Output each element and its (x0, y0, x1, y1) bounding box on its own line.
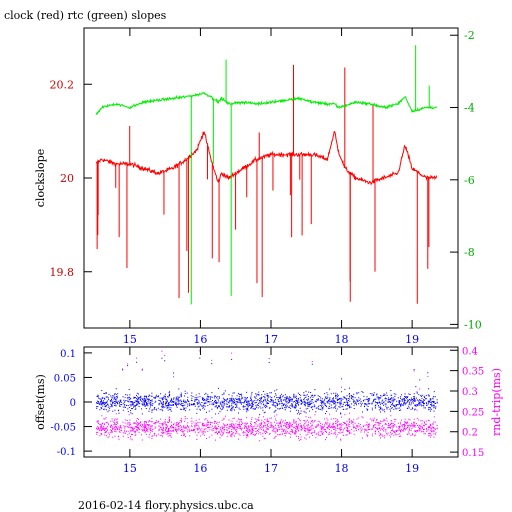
rnd-trip-points (96, 350, 438, 442)
y2-tick-label: 0.25 (462, 407, 484, 418)
slopes-axis-ticks: 15 16 17 18 19 19.8 20 20.2 -10 -8 -6 -4 -2 (50, 28, 482, 346)
y2-tick-label: -6 (464, 174, 475, 187)
y2-tick-label: -4 (464, 102, 475, 115)
x-tick-label: 16 (193, 333, 207, 346)
y2-tick-label: 0.4 (462, 346, 478, 357)
slopes-series (95, 45, 438, 305)
y2-tick-label: 0.35 (462, 367, 484, 378)
x-tick-label: 16 (193, 462, 207, 475)
y2-tick-label: -8 (464, 246, 475, 259)
slopes-plot-frame (83, 27, 459, 329)
y-tick-label: 20.2 (50, 78, 75, 91)
x-tick-label: 17 (264, 333, 278, 346)
clockslope-axis-label: clockslope (34, 149, 47, 207)
roundtrip-axis-label: rnd-trip(ms) (490, 368, 503, 436)
rtc-line (95, 91, 437, 115)
x-tick-label: 17 (264, 462, 278, 475)
chart-title: clock (red) rtc (green) slopes (4, 9, 167, 22)
offset-roundtrip-panel: 15 16 17 18 19 -0.1 -0.05 0 0.05 0.1 0.15 0.2 0.25 0.… (34, 346, 503, 475)
y2-tick-label: 0.15 (462, 448, 484, 459)
x-tick-label: 19 (405, 333, 419, 346)
y-tick-label: 20 (60, 172, 74, 185)
slopes-panel: 15 16 17 18 19 19.8 20 20.2 -10 -8 -6 -4 -2 clockslo… (34, 27, 482, 346)
y2-tick-label: 0.3 (462, 387, 478, 398)
y2-tick-label: 0.2 (462, 428, 478, 439)
x-tick-label: 18 (335, 462, 349, 475)
offset-axis-label: offset(ms) (34, 374, 47, 430)
offset-points (96, 357, 438, 416)
y-tick-label: -0.1 (57, 447, 76, 458)
y-tick-label: 0.05 (54, 373, 76, 384)
y-tick-label: -0.05 (50, 423, 76, 434)
y-tick-label: 0.1 (60, 349, 76, 360)
offset-roundtrip-series (96, 350, 438, 442)
offset-axis-ticks: 15 16 17 18 19 -0.1 -0.05 0 0.05 0.1 0.15 0.2 0.25 0.… (50, 346, 484, 475)
footer-host-date: 2016-02-14 flory.physics.ubc.ca (78, 499, 254, 512)
x-tick-label: 19 (405, 462, 419, 475)
y2-tick-label: -2 (464, 29, 475, 42)
y-tick-label: 0 (70, 398, 76, 409)
offset-plot-frame (83, 346, 459, 458)
x-tick-label: 18 (335, 333, 349, 346)
x-tick-label: 15 (123, 462, 137, 475)
y-tick-label: 19.8 (50, 266, 75, 279)
clock-line (96, 130, 438, 186)
y2-tick-label: -10 (464, 318, 482, 331)
x-tick-label: 15 (123, 333, 137, 346)
